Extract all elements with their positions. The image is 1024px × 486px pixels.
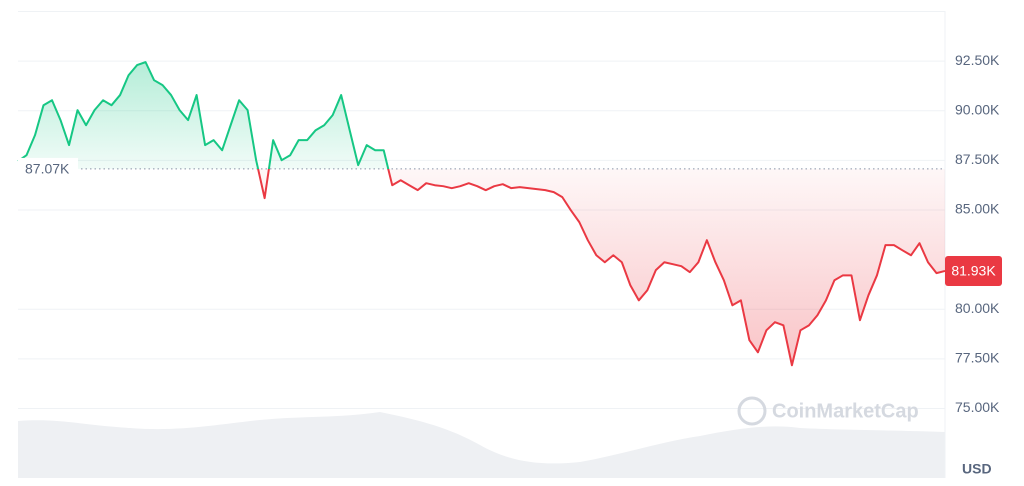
y-tick-label: 75.00K [955,399,1000,415]
watermark-text: CoinMarketCap [772,400,919,422]
y-tick-label: 77.50K [955,350,1000,366]
watermark: CoinMarketCap [737,396,919,426]
currency-label: USD [962,461,992,477]
y-tick-label: 80.00K [955,300,1000,316]
area [18,62,945,366]
last-price-label: 81.93K [951,263,996,279]
y-tick-label: 87.50K [955,151,1000,167]
last-price-box [945,255,1002,286]
price-line [17,61,946,367]
baseline-label: 87.07K [25,161,70,177]
volume-area [18,412,945,478]
y-tick-label: 90.00K [955,101,1000,117]
y-tick-label: 85.00K [955,201,1000,217]
y-tick-label: 92.50K [955,52,1000,68]
watermark-logo [737,396,767,426]
baseline-label-box [18,157,78,180]
